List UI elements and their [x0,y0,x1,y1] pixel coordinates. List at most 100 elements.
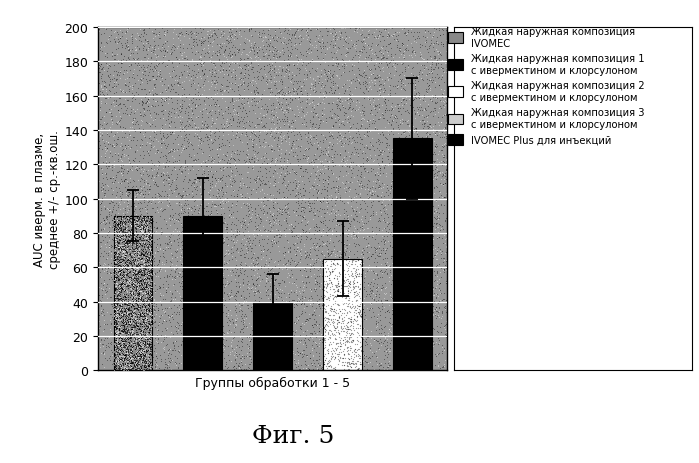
Point [129,248,140,256]
Point [408,58,419,66]
Point [331,194,342,201]
Point [410,110,421,118]
Point [169,165,180,173]
Point [220,310,231,318]
Point [313,350,324,357]
Point [182,115,194,123]
Point [167,190,178,197]
Point [259,190,270,197]
Point [268,82,280,90]
Point [401,364,412,371]
Point [164,217,175,224]
Point [138,361,149,368]
Point [115,315,126,323]
Point [197,277,208,284]
Point [116,318,127,325]
Point [296,213,307,220]
Point [196,260,207,268]
Point [264,76,275,84]
Point [131,335,142,343]
Point [387,54,398,62]
Point [134,303,145,311]
Point [227,319,238,326]
Point [132,265,143,273]
Point [111,362,122,369]
Point [284,160,295,168]
Point [139,218,150,225]
Point [113,350,124,358]
Point [153,162,164,169]
Point [178,321,189,328]
Point [316,110,327,118]
Point [285,267,296,274]
Point [138,264,150,271]
Point [335,131,346,139]
Point [133,213,144,221]
Point [245,260,257,268]
Point [380,348,391,355]
Point [263,47,274,55]
Point [391,30,402,37]
Point [99,83,110,91]
Point [263,226,274,234]
Point [108,257,120,265]
Point [284,351,295,359]
Point [301,361,312,369]
Point [143,214,154,221]
Point [157,213,168,220]
Point [417,335,428,343]
Point [134,289,145,297]
Point [280,363,291,371]
Point [365,127,376,135]
Point [126,281,137,288]
Point [352,213,363,220]
Point [396,116,408,124]
Point [182,205,193,213]
Point [391,176,402,184]
Point [292,317,303,324]
Point [342,291,353,299]
Point [122,255,134,263]
Point [247,136,258,144]
Point [359,67,370,74]
Point [319,353,330,361]
Point [319,364,331,372]
Point [332,340,343,347]
Point [243,164,254,171]
Point [143,280,154,288]
Point [415,107,426,114]
Point [141,276,152,284]
Point [284,268,296,275]
Point [381,246,392,254]
Point [130,264,141,271]
Point [291,339,302,347]
Point [169,148,180,155]
Point [382,128,394,136]
Point [166,347,178,354]
Point [140,240,152,247]
Point [345,278,356,285]
Point [115,365,127,373]
Point [256,236,267,243]
Point [110,174,122,181]
Point [132,302,143,309]
Point [433,74,445,81]
Point [114,274,125,281]
Point [289,251,301,258]
Point [178,262,189,269]
Point [139,290,150,297]
Point [161,94,172,101]
Point [117,218,129,225]
Point [130,262,141,269]
Point [338,104,349,112]
Point [180,355,191,363]
Point [281,90,292,98]
Point [337,242,348,250]
Point [134,319,145,327]
Point [395,131,406,138]
Point [136,96,147,103]
Point [244,338,255,345]
Point [325,335,336,342]
Point [206,138,217,145]
Point [105,128,116,135]
